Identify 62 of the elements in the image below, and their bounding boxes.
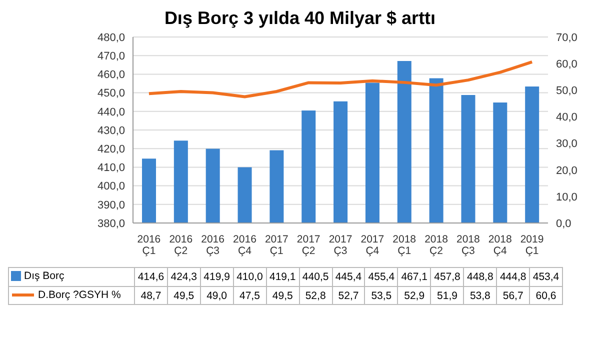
legend-label: D.Borç ?GSYH % bbox=[37, 289, 121, 301]
data-label: 424,3 bbox=[167, 268, 200, 286]
x-tick-label: 2017 Ç2 bbox=[296, 233, 320, 257]
x-tick-label: 2018 Ç2 bbox=[424, 233, 448, 257]
data-label: 51,9 bbox=[430, 286, 464, 304]
x-tick-label: 2016 Ç2 bbox=[169, 233, 193, 257]
x-tick-label: 2017 Ç3 bbox=[328, 233, 352, 257]
y2-tick-label: 40,0 bbox=[556, 112, 578, 124]
data-label: 52,7 bbox=[332, 286, 365, 304]
data-label: 414,6 bbox=[134, 268, 168, 286]
data-label: 457,8 bbox=[430, 268, 464, 286]
x-tick-label: 2016 Ç4 bbox=[233, 233, 257, 257]
data-label: 48,7 bbox=[134, 286, 168, 304]
y-tick-label: 480,0 bbox=[97, 32, 125, 44]
data-label: 410,0 bbox=[233, 268, 266, 286]
y-tick-label: 380,0 bbox=[97, 218, 125, 230]
data-label: 445,4 bbox=[332, 268, 365, 286]
x-tick-label: 2017 Ç1 bbox=[264, 233, 288, 257]
x-tick-label: 2019 Ç1 bbox=[520, 233, 544, 257]
y-tick-label: 470,0 bbox=[97, 50, 125, 63]
data-label: 47,5 bbox=[233, 286, 266, 304]
data-label: 419,1 bbox=[266, 268, 300, 286]
y-tick-label: 450,0 bbox=[97, 88, 125, 100]
chart-title: Dış Borç 3 yılda 40 Milyar $ arttı bbox=[163, 8, 437, 29]
data-label: 444,8 bbox=[496, 268, 530, 286]
data-label: 56,7 bbox=[496, 286, 530, 304]
y2-tick-label: 50,0 bbox=[556, 85, 578, 98]
data-label: 448,8 bbox=[464, 268, 497, 286]
data-label: 60,6 bbox=[530, 286, 562, 304]
data-label: 467,1 bbox=[398, 268, 431, 286]
y-tick-label: 440,0 bbox=[97, 106, 125, 118]
data-label: 455,4 bbox=[364, 268, 398, 286]
legend-label: Dış Borç bbox=[23, 270, 64, 282]
data-label: 52,9 bbox=[398, 286, 431, 304]
y2-tick-label: 70,0 bbox=[556, 32, 578, 44]
y-tick-label: 430,0 bbox=[97, 124, 125, 137]
x-tick-label: 2016 Ç3 bbox=[201, 233, 225, 257]
y-tick-label: 460,0 bbox=[97, 69, 125, 82]
y2-tick-label: 0,0 bbox=[556, 218, 572, 230]
y-tick-label: 390,0 bbox=[97, 199, 125, 212]
data-label: 453,4 bbox=[530, 268, 562, 286]
y2-tick-label: 20,0 bbox=[556, 164, 578, 177]
line-series bbox=[147, 60, 534, 98]
data-label: 49,0 bbox=[200, 286, 234, 304]
data-label: 49,5 bbox=[266, 286, 300, 304]
x-tick-label: 2018 Ç3 bbox=[456, 233, 480, 257]
y2-tick-label: 10,0 bbox=[556, 191, 578, 204]
x-tick-label: 2017 Ç4 bbox=[360, 233, 384, 257]
data-label: 49,5 bbox=[167, 286, 200, 304]
x-tick-label: 2016 Ç1 bbox=[137, 233, 161, 257]
data-label: 52,8 bbox=[299, 286, 332, 304]
y-tick-label: 410,0 bbox=[97, 162, 125, 174]
y2-tick-label: 60,0 bbox=[556, 58, 578, 70]
data-label: 53,8 bbox=[464, 286, 497, 304]
y-tick-label: 420,0 bbox=[97, 144, 125, 156]
y2-tick-label: 30,0 bbox=[556, 138, 578, 150]
y-tick-label: 400,0 bbox=[97, 180, 125, 193]
data-label: 440,5 bbox=[299, 268, 332, 286]
x-tick-label: 2018 Ç1 bbox=[392, 233, 416, 257]
data-label: 419,9 bbox=[200, 268, 234, 286]
x-tick-label: 2018 Ç4 bbox=[488, 233, 512, 257]
data-label: 53,5 bbox=[364, 286, 398, 304]
